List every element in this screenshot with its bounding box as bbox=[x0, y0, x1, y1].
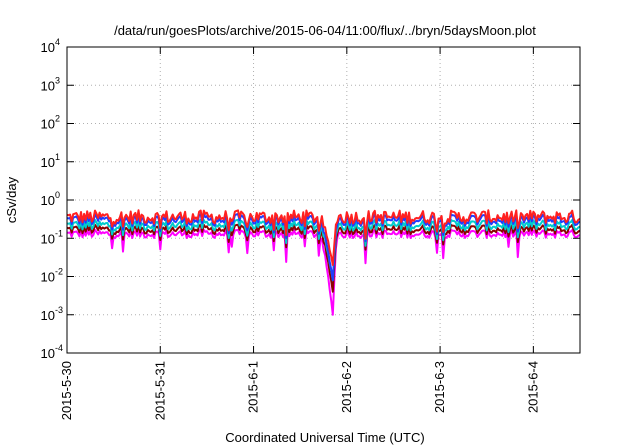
x-tick-label: 2015-5-31 bbox=[152, 361, 167, 420]
x-axis: 2015-5-30 2015-5-31 2015-6-1 2015-6-2 2015-6… bbox=[59, 47, 540, 420]
y-tick-label: 10 bbox=[41, 270, 55, 285]
series-line bbox=[66, 228, 581, 316]
y-tick-exponent: 0 bbox=[55, 190, 60, 200]
y-tick-exponent: 2 bbox=[55, 114, 60, 124]
y-tick-label: 10 bbox=[41, 155, 55, 170]
y-tick-exponent: 4 bbox=[55, 37, 60, 47]
y-tick-label: 10 bbox=[41, 346, 55, 361]
x-tick-label: 2015-6-2 bbox=[339, 361, 354, 413]
y-tick-exponent: -3 bbox=[55, 305, 63, 315]
series-line bbox=[66, 223, 581, 293]
y-tick-exponent: -1 bbox=[55, 228, 63, 238]
y-tick-exponent: -2 bbox=[55, 267, 63, 277]
y-tick-label: 10 bbox=[41, 231, 55, 246]
y-tick-exponent: -4 bbox=[55, 343, 63, 353]
series-line bbox=[66, 218, 581, 282]
y-tick-label: 10 bbox=[41, 308, 55, 323]
y-tick-exponent: 1 bbox=[55, 152, 60, 162]
x-tick-label: 2015-6-1 bbox=[246, 361, 261, 413]
series-line bbox=[66, 209, 581, 266]
x-tick-label: 2015-5-30 bbox=[59, 361, 74, 420]
series-group bbox=[66, 209, 581, 316]
y-tick-label: 10 bbox=[41, 117, 55, 132]
y-tick-label: 10 bbox=[41, 193, 55, 208]
y-tick-exponent: 3 bbox=[55, 75, 60, 85]
x-tick-label: 2015-6-3 bbox=[432, 361, 447, 413]
chart-title: /data/run/goesPlots/archive/2015-06-04/1… bbox=[114, 23, 536, 38]
y-tick-label: 10 bbox=[41, 78, 55, 93]
grid bbox=[67, 47, 580, 353]
y-tick-label: 10 bbox=[41, 40, 55, 55]
y-axis-label: cSv/day bbox=[4, 176, 19, 223]
x-axis-label: Coordinated Universal Time (UTC) bbox=[225, 430, 424, 445]
x-tick-label: 2015-6-4 bbox=[525, 361, 540, 413]
